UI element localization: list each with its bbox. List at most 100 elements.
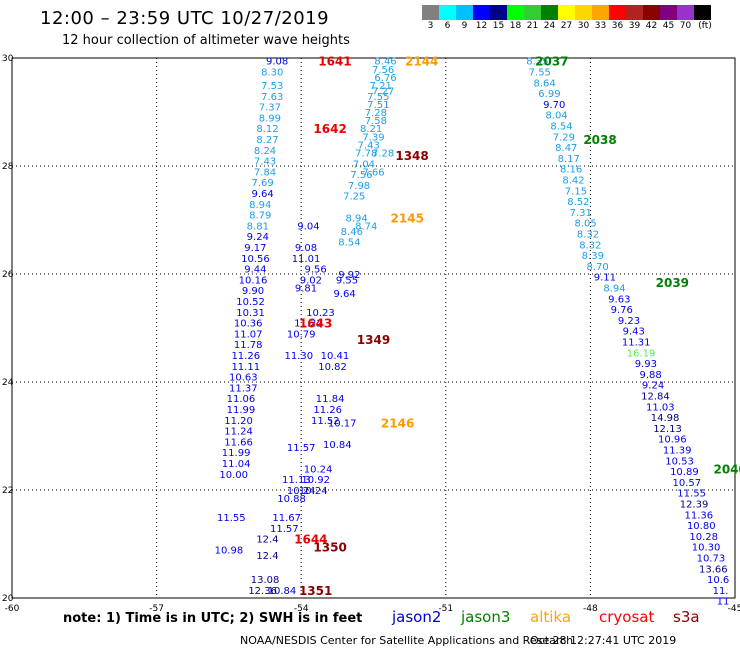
wave-height-label: 12.13 bbox=[653, 424, 682, 435]
color-swatch bbox=[439, 5, 456, 20]
wave-height-label: 7.51 bbox=[367, 100, 389, 111]
wave-height-label: 12.4 bbox=[256, 535, 278, 546]
wave-height-label: 8.94 bbox=[345, 213, 367, 224]
wave-height-label: 8.27 bbox=[256, 135, 278, 146]
wave-height-label: 7.04 bbox=[353, 159, 375, 170]
wave-height-label: 11.01 bbox=[292, 254, 321, 265]
wave-height-label: 16.19 bbox=[627, 348, 656, 359]
wave-height-label: 8.12 bbox=[256, 124, 278, 135]
wave-height-label: 10.30 bbox=[692, 543, 721, 554]
wave-height-label: 6.99 bbox=[538, 89, 560, 100]
wave-height-label: 7.66 bbox=[362, 167, 384, 178]
wave-height-label: 10.82 bbox=[318, 362, 347, 373]
wave-height-label: 11.39 bbox=[663, 446, 692, 457]
wave-height-label: 7.84 bbox=[254, 167, 276, 178]
wave-height-label: 11.52 bbox=[311, 416, 340, 427]
color-swatch bbox=[507, 5, 524, 20]
color-swatch bbox=[677, 5, 694, 20]
wave-height-label: 9.76 bbox=[611, 305, 633, 316]
wave-height-label: 9.81 bbox=[295, 284, 317, 295]
generated-timestamp: Oct 28 12:27:41 UTC 2019 bbox=[530, 634, 677, 647]
footnote: note: 1) Time is in UTC; 2) SWH is in fe… bbox=[63, 611, 363, 626]
pass-time-label: 1642 bbox=[313, 122, 346, 136]
pass-time-label: 1643 bbox=[299, 317, 332, 331]
wave-height-label: 8.42 bbox=[562, 176, 584, 187]
wave-height-label: 10.84 bbox=[268, 586, 297, 597]
wave-height-label: 11.13 bbox=[282, 475, 311, 486]
wave-height-label: 8.32 bbox=[577, 230, 599, 241]
wave-height-label: 8.99 bbox=[259, 113, 281, 124]
pass-time-label: 1350 bbox=[313, 541, 346, 555]
wave-height-label: 9.23 bbox=[618, 316, 640, 327]
color-scale-label: 15 bbox=[492, 21, 505, 31]
wave-height-label: 7.43 bbox=[254, 157, 276, 168]
wave-height-label: 7.29 bbox=[553, 132, 575, 143]
wave-height-label: 7.28 bbox=[372, 149, 394, 160]
color-scale-label: 70 bbox=[679, 21, 692, 31]
wave-height-label: 8.05 bbox=[574, 219, 596, 230]
wave-height-label: 8.39 bbox=[582, 251, 604, 262]
wave-height-label: 9.24 bbox=[642, 381, 664, 392]
wave-height-label: 11.20 bbox=[224, 416, 253, 427]
wave-height-label: 7.43 bbox=[358, 140, 380, 151]
wave-height-label: 8.54 bbox=[338, 238, 360, 249]
color-scale-label: 45 bbox=[662, 21, 675, 31]
wave-height-label: 11.84 bbox=[316, 394, 345, 405]
wave-height-label: 10.36 bbox=[234, 319, 263, 330]
wave-height-label: 10.53 bbox=[665, 456, 694, 467]
color-scale-label: 12 bbox=[475, 21, 488, 31]
satellite-legend-item: jason3 bbox=[461, 608, 511, 626]
color-swatch bbox=[490, 5, 507, 20]
color-scale-label: 18 bbox=[509, 21, 522, 31]
color-scale-label: (ft) bbox=[698, 21, 712, 31]
wave-height-label: 7.56 bbox=[350, 170, 372, 181]
wave-height-label: 11.36 bbox=[685, 510, 714, 521]
wave-height-label: 9.02 bbox=[300, 275, 322, 286]
wave-height-label: 12.36 bbox=[248, 586, 277, 597]
pass-time-label: 2037 bbox=[535, 55, 568, 69]
color-scale-label: 21 bbox=[526, 21, 539, 31]
wave-height-label: 12.84 bbox=[641, 392, 670, 403]
wave-height-label: 9.43 bbox=[623, 327, 645, 338]
page-subtitle: 12 hour collection of altimeter wave hei… bbox=[62, 33, 350, 48]
wave-height-label: 6.76 bbox=[374, 73, 396, 84]
wave-height-label: 9.56 bbox=[305, 265, 327, 276]
wave-height-label: 11. bbox=[713, 586, 729, 597]
color-swatch bbox=[609, 5, 626, 20]
wave-height-label: 10.6 bbox=[707, 575, 729, 586]
wave-height-label: 8.21 bbox=[360, 124, 382, 135]
wave-height-label: 9.04 bbox=[297, 221, 319, 232]
wave-height-label: 10.80 bbox=[687, 521, 716, 532]
wave-height-label: 7.55 bbox=[367, 92, 389, 103]
wave-height-label: 11.66 bbox=[224, 437, 253, 448]
satellite-legend-item: altika bbox=[530, 608, 572, 626]
color-swatch bbox=[575, 5, 592, 20]
wave-height-label: 10.96 bbox=[658, 435, 687, 446]
wave-height-label: 11.67 bbox=[272, 513, 301, 524]
color-swatch bbox=[694, 5, 711, 20]
x-tick-label: -60 bbox=[5, 604, 20, 614]
y-tick-label: 22 bbox=[2, 486, 13, 496]
wave-height-label: 7.28 bbox=[365, 108, 387, 119]
wave-height-label: 14.98 bbox=[651, 413, 680, 424]
wave-height-label: 8.32 bbox=[579, 240, 601, 251]
wave-height-label: 7.37 bbox=[259, 103, 281, 114]
wave-height-label: 8.74 bbox=[355, 221, 377, 232]
wave-height-label: 8.16 bbox=[560, 165, 582, 176]
wave-height-label: 9.11 bbox=[594, 273, 616, 284]
color-swatch bbox=[626, 5, 643, 20]
color-scale-label: 39 bbox=[628, 21, 641, 31]
wave-height-label: 10.17 bbox=[328, 419, 357, 430]
wave-height-label: 8.54 bbox=[550, 122, 572, 133]
wave-height-label: 8.17 bbox=[558, 154, 580, 165]
pass-time-label: 2144 bbox=[405, 55, 438, 69]
wave-height-label: 10.24 bbox=[287, 486, 316, 497]
wave-height-label: 9.92 bbox=[338, 270, 360, 281]
wave-height-label: 7.25 bbox=[343, 192, 365, 203]
wave-height-label: 11.55 bbox=[677, 489, 706, 500]
wave-height-label: 11.99 bbox=[227, 405, 256, 416]
pass-time-label: 1641 bbox=[318, 55, 351, 69]
wave-height-label: 10.92 bbox=[301, 475, 330, 486]
pass-time-label: 2146 bbox=[381, 417, 414, 431]
